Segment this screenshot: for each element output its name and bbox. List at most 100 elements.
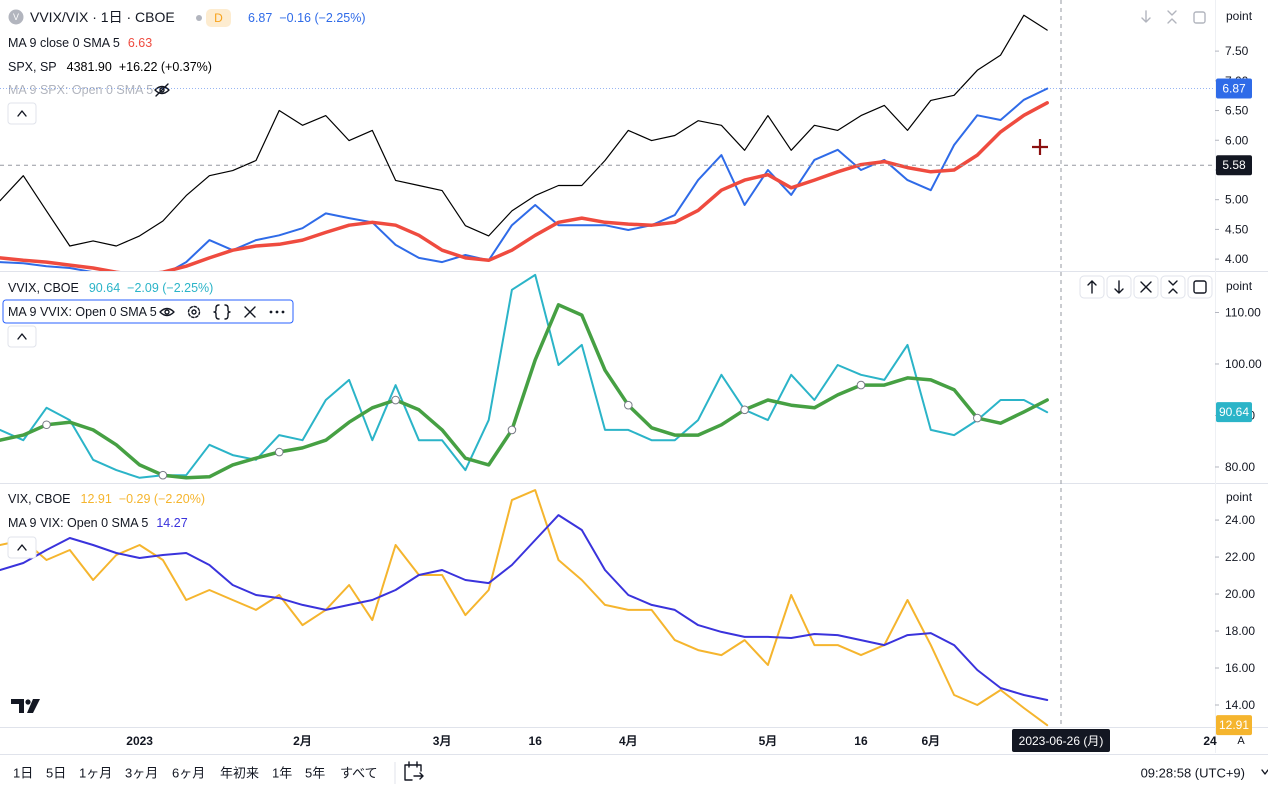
- settings-chevron[interactable]: [1261, 769, 1268, 775]
- y-tick-label: 14.00: [1225, 698, 1255, 712]
- range-button[interactable]: 1日: [13, 766, 33, 781]
- compare-icon[interactable]: [404, 761, 424, 781]
- y-tick-label: 5.00: [1225, 193, 1249, 207]
- crosshair-price-bg: [1216, 155, 1252, 176]
- y-tick-label: 6.00: [1225, 133, 1249, 147]
- clock[interactable]: 09:28:58 (UTC+9): [1141, 766, 1245, 781]
- x-tick-label: 6月: [921, 734, 940, 748]
- auto-scale-button[interactable]: [1232, 731, 1250, 750]
- x-tick-label: 16: [854, 734, 868, 748]
- symbol-title[interactable]: VVIX/VIX · 1日 · CBOE: [30, 9, 175, 25]
- range-button[interactable]: 5年: [305, 766, 325, 781]
- legend-name: VVIX, CBOE: [8, 281, 79, 295]
- range-button[interactable]: 1ヶ月: [79, 766, 112, 781]
- y-tick-label: 20.00: [1225, 587, 1255, 601]
- price-scale-unit: point: [1226, 490, 1253, 504]
- legend-last: 12.91: [81, 492, 112, 506]
- legend-row[interactable]: VIX, CBOE 12.91 −0.29 (−2.20%): [8, 492, 205, 506]
- plots: [0, 14, 1049, 727]
- collapse-button[interactable]: [7, 536, 37, 559]
- line-series: [0, 14, 1048, 247]
- point-marker: [507, 425, 517, 435]
- y-tick-label: 100.00: [1225, 357, 1262, 371]
- y-tick-label: 7.50: [1225, 44, 1249, 58]
- legend-name: MA 9 VIX: Open 0 SMA 5: [8, 516, 148, 530]
- range-button[interactable]: 5日: [46, 766, 66, 781]
- line-series: [0, 303, 1049, 480]
- y-tick-label: 4.50: [1225, 222, 1249, 236]
- range-button[interactable]: 年初来: [220, 766, 259, 781]
- point-marker: [740, 405, 749, 415]
- legend-name: SPX, SP: [8, 60, 57, 74]
- symbol-logo: [8, 9, 24, 25]
- y-tick-label: 18.00: [1225, 624, 1255, 638]
- legend-last: 6.63: [128, 36, 152, 50]
- legend-name: MA 9 close 0 SMA 5: [8, 36, 120, 50]
- range-button[interactable]: 6ヶ月: [172, 766, 205, 781]
- y-tick-label: 24.00: [1225, 513, 1255, 527]
- legend-name[interactable]: MA 9 VVIX: Open 0 SMA 5: [8, 305, 157, 319]
- x-tick-label: 24: [1203, 734, 1217, 748]
- pane-buttons[interactable]: [1141, 10, 1206, 24]
- legend-last: 6.87: [248, 11, 272, 25]
- collapse-button[interactable]: [7, 325, 37, 348]
- legend-last: 4381.90: [67, 60, 112, 74]
- x-tick-label: 3月: [433, 734, 452, 748]
- x-tick-label: 16: [529, 734, 543, 748]
- y-tick-label: 6.50: [1225, 104, 1249, 118]
- price-label-bg: [1216, 402, 1252, 423]
- x-tick-label: 2月: [293, 734, 312, 748]
- line-series: [0, 101, 1049, 271]
- legend-row[interactable]: SPX, SP 4381.90 +16.22 (+0.37%): [8, 60, 212, 74]
- x-tick-label: 2023: [126, 734, 153, 748]
- price-scale-unit: point: [1226, 9, 1253, 23]
- legend-row[interactable]: VVIX, CBOE 90.64 −2.09 (−2.25%): [8, 281, 213, 295]
- range-button[interactable]: 1年: [272, 766, 292, 781]
- collapse-button[interactable]: [7, 102, 37, 125]
- crosshair-date-bg: [1012, 729, 1110, 752]
- tv-logo[interactable]: [11, 699, 40, 713]
- legend-values: 6.87 −0.16 (−2.25%): [248, 11, 366, 25]
- y-tick-label: 110.00: [1225, 305, 1261, 319]
- point-marker: [158, 470, 168, 480]
- eye-off-icon[interactable]: [154, 83, 170, 97]
- pane: [0, 489, 1049, 727]
- point-marker: [42, 420, 51, 430]
- legend-last: 14.27: [156, 516, 187, 530]
- x-tick-label: 4月: [619, 734, 638, 748]
- price-scale-unit: point: [1226, 279, 1253, 293]
- point-marker: [973, 413, 982, 423]
- badge[interactable]: D: [214, 11, 223, 25]
- y-tick-label: 4.00: [1225, 252, 1249, 266]
- point-marker: [623, 400, 633, 410]
- range-buttons: 1日 5日 1ヶ月 3ヶ月 6ヶ月 年初来 1年 5年 すべて: [13, 766, 378, 781]
- range-button[interactable]: すべて: [340, 766, 378, 781]
- y-tick-label: 16.00: [1225, 661, 1255, 675]
- point-marker: [391, 395, 400, 405]
- y-tick-label: 80.00: [1225, 460, 1255, 474]
- status-dot: [196, 15, 202, 21]
- badge-bg: [206, 9, 231, 27]
- price-label: 90.64: [1219, 405, 1249, 419]
- legend-last: 90.64: [89, 281, 120, 295]
- legend-change: −2.09 (−2.25%): [127, 281, 213, 295]
- crosshair-date: 2023-06-26 (月): [1019, 734, 1104, 748]
- legend-change: +16.22 (+0.37%): [119, 60, 212, 74]
- symbol-logo-letter: V: [13, 12, 19, 22]
- range-button[interactable]: 3ヶ月: [125, 766, 158, 781]
- pane-buttons[interactable]: [1079, 275, 1213, 299]
- point-marker: [856, 380, 866, 390]
- legend-selected-box[interactable]: [2, 299, 294, 324]
- legend-row[interactable]: MA 9 close 0 SMA 5 6.63: [8, 36, 152, 50]
- legend-icons[interactable]: [159, 304, 285, 320]
- x-tick-label: 5月: [759, 734, 778, 748]
- point-marker: [274, 447, 284, 457]
- legend-change: −0.16 (−2.25%): [279, 11, 365, 25]
- legend-row[interactable]: MA 9 VIX: Open 0 SMA 5 14.27: [8, 516, 188, 530]
- legend-hidden[interactable]: MA 9 SPX: Open 0 SMA 5: [8, 83, 153, 97]
- auto-scale-label[interactable]: A: [1237, 735, 1245, 747]
- y-tick-label: 22.00: [1225, 550, 1255, 564]
- line-series: [0, 514, 1049, 701]
